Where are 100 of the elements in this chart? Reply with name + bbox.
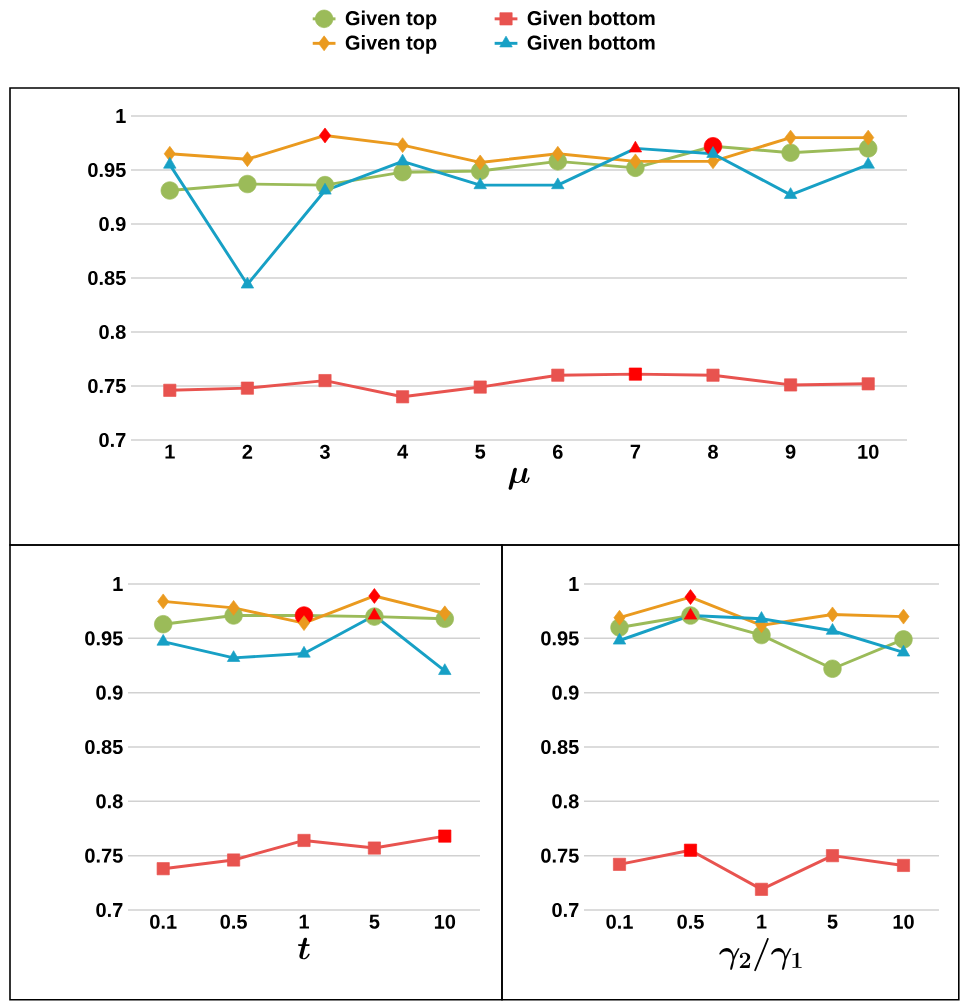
point [474,154,487,171]
point [551,177,565,190]
point [784,378,798,392]
point [318,374,332,388]
point [163,383,177,397]
x-tick-label: 3 [319,444,330,459]
point [628,367,642,381]
x-tick-label: 0.5 [220,914,247,929]
point [156,634,170,646]
point [438,663,452,675]
x-tick-label: 10 [893,914,914,929]
point [240,381,254,395]
y-tick-label: 0.75 [541,848,579,863]
y-tick-label: 0.9 [552,685,579,700]
point [368,588,381,604]
y-tick-label: 1 [569,577,579,591]
y-tick-label: 0.8 [96,794,123,809]
point [862,129,875,146]
point [684,843,697,857]
point [784,187,798,199]
point [396,137,409,153]
point [896,644,911,657]
x-tick-label: 0.1 [150,914,177,929]
x-axis-title: $t$ [297,937,310,960]
x-axis-title: $\mu$ [508,467,530,490]
point [826,606,839,623]
point [297,833,311,847]
point [894,630,913,649]
x-tick-label: 8 [708,444,718,459]
x-tick-label: 1 [165,444,175,459]
point [227,853,241,867]
legend-label: Given bottom [527,35,655,50]
x-tick-label: 6 [552,444,563,459]
y-tick-label: 1 [113,577,123,591]
x-tick-label: 5 [827,914,838,929]
point [473,177,487,190]
y-tick-label: 0.8 [99,324,126,340]
point [154,615,173,634]
x-tick-label: 4 [397,444,409,459]
point [163,157,177,169]
point [683,607,698,620]
x-tick-label: 9 [785,444,796,459]
y-tick-label: 0.8 [552,794,579,809]
y-tick-label: 0.9 [99,216,126,232]
y-tick-label: 0.7 [99,432,126,448]
point [298,615,310,631]
x-tick-label: 10 [858,444,879,459]
point [227,600,240,616]
legend-label: Given bottom [527,10,655,26]
y-tick-label: 0.85 [88,270,126,286]
x-tick-label: 10 [434,914,456,929]
y-tick-label: 0.95 [88,162,126,178]
point [241,151,254,168]
point [706,368,720,382]
point [157,593,170,610]
point [629,153,642,170]
point [613,857,626,871]
point [227,650,241,662]
point [781,143,800,162]
point [297,646,311,658]
point [319,127,331,144]
point [825,623,840,635]
y-tick-label: 0.75 [88,378,126,394]
x-tick-label: 5 [475,444,486,459]
point [163,145,176,162]
x-tick-label: 7 [630,444,641,459]
legend-label: Given top [345,10,437,30]
point [396,390,410,404]
x-tick-label: 0.5 [677,914,704,929]
point [551,368,565,382]
point [897,608,910,625]
point [754,611,769,623]
legend-label: Given top [345,35,437,54]
point [861,377,875,391]
y-tick-label: 0.95 [541,631,579,646]
x-tick-label: 1 [299,914,309,929]
y-tick-label: 1 [116,109,126,123]
y-tick-label: 0.75 [85,848,123,863]
point [240,276,254,289]
point [784,129,797,146]
y-tick-label: 0.85 [541,739,579,755]
point [156,862,170,876]
x-tick-label: 1 [757,914,767,929]
point [238,174,257,194]
point [396,153,410,166]
point [684,589,697,605]
point [826,849,839,863]
y-tick-label: 0.9 [96,685,123,700]
point [551,145,564,162]
point [473,380,487,394]
x-axis-title: $\gamma_2/\gamma_1$ [719,938,802,972]
y-tick-label: 0.7 [552,902,579,918]
point [438,829,452,843]
point [755,882,768,896]
point [367,841,381,855]
point [897,858,910,872]
point [861,157,875,169]
y-tick-label: 0.7 [96,902,123,918]
point [628,140,642,153]
x-tick-label: 5 [369,914,380,929]
